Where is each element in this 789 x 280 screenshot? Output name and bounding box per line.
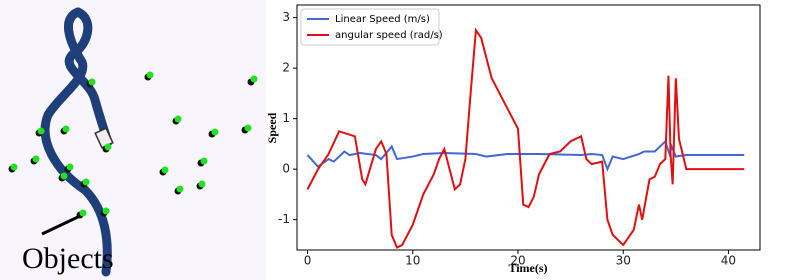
- trajectory-panel: Objects: [0, 0, 266, 280]
- legend-box: [300, 8, 440, 46]
- objects: [8, 71, 258, 219]
- plot-frame: [296, 4, 761, 251]
- panel-background: [0, 0, 266, 280]
- legend-label: Linear Speed (m/s): [335, 14, 430, 25]
- y-axis-label: Speed: [265, 112, 279, 143]
- y-tick-label: 3: [282, 10, 290, 24]
- y-tick-label: 0: [282, 162, 290, 176]
- x-tick-label: 10: [405, 254, 420, 268]
- legend-label: angular speed (rad/s): [335, 30, 443, 41]
- y-tick-label: -1: [278, 212, 290, 226]
- trajectory: [40, 7, 112, 277]
- x-tick-label: 20: [510, 254, 525, 268]
- x-tick-label: 40: [721, 254, 736, 268]
- y-tick-label: 2: [282, 61, 290, 75]
- y-tick-label: 1: [282, 111, 290, 125]
- pointer-line: [41, 214, 81, 236]
- objects-label: Objects: [22, 242, 114, 275]
- series-line: [306, 139, 745, 172]
- x-tick-label: 30: [616, 254, 631, 268]
- x-axis-label: Time(s): [508, 261, 547, 275]
- x-tick-label: 0: [304, 254, 312, 268]
- series-line: [306, 27, 745, 249]
